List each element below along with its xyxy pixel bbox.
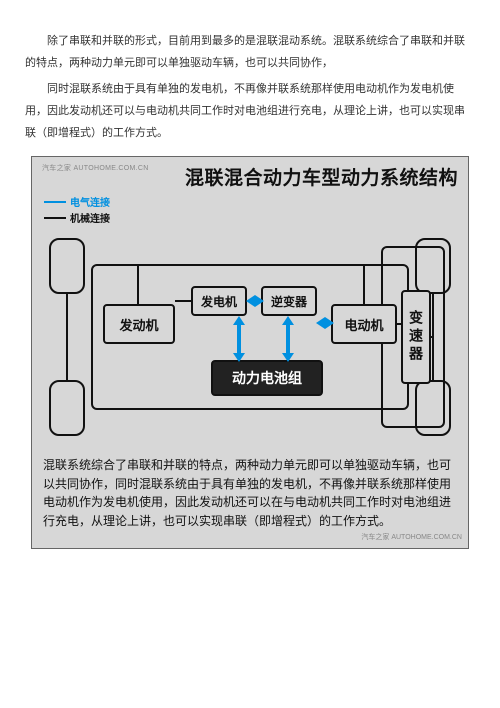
- inverter-box: 逆变器: [261, 286, 317, 316]
- watermark-bottom: 汽车之家 AUTOHOME.COM.CN: [32, 532, 468, 542]
- paragraph-2: 同时混联系统由于具有单独的发电机，不再像并联系统那样使用电动机作为发电机使用，因…: [25, 78, 475, 144]
- wheel-tl: [49, 238, 85, 294]
- legend-label-electrical: 电气连接: [70, 194, 110, 209]
- link-engine-gen: [175, 300, 191, 302]
- arrow-inverter-battery: [282, 316, 294, 362]
- link-engine-top: [137, 266, 139, 304]
- link-motor-top: [363, 266, 365, 304]
- motor-label: 电动机: [344, 315, 383, 334]
- axle-left: [66, 294, 68, 380]
- transmission-label: 变速器: [406, 310, 426, 364]
- paragraph-1: 除了串联和并联的形式，目前用到最多的是混联混动系统。混联系统综合了串联和并联的特…: [25, 30, 475, 74]
- wheel-bl: [49, 380, 85, 436]
- inverter-label: 逆变器: [271, 293, 307, 310]
- link-trans-axle: [431, 336, 433, 338]
- figure-caption: 混联系统综合了串联和并联的特点，两种动力单元即可以单独驱动车辆，也可以共同协作，…: [43, 456, 457, 530]
- engine-box: 发动机: [103, 304, 175, 344]
- generator-label: 发电机: [201, 293, 237, 310]
- engine-label: 发动机: [119, 315, 158, 334]
- figure-hybrid-system: 汽车之家 AUTOHOME.COM.CN 混联混合动力车型动力系统结构 电气连接…: [31, 156, 469, 549]
- generator-box: 发电机: [191, 286, 247, 316]
- legend: 电气连接 机械连接: [32, 192, 468, 232]
- legend-label-mechanical: 机械连接: [70, 210, 110, 225]
- battery-box: 动力电池组: [211, 360, 323, 396]
- legend-swatch-electrical: [44, 201, 66, 203]
- arrow-gen-battery: [233, 316, 245, 362]
- transmission-box: 变速器: [401, 290, 431, 384]
- diagram: 发动机 发电机 逆变器 电动机 变速器 动力电池组: [43, 232, 457, 442]
- arrow-gen-inverter: [246, 295, 264, 307]
- figure-title: 混联混合动力车型动力系统结构: [185, 163, 458, 190]
- watermark-top: 汽车之家 AUTOHOME.COM.CN: [42, 163, 149, 173]
- motor-box: 电动机: [331, 304, 397, 344]
- link-motor-trans: [397, 323, 403, 325]
- battery-label: 动力电池组: [232, 368, 302, 388]
- legend-swatch-mechanical: [44, 217, 66, 219]
- arrow-inverter-motor: [316, 317, 334, 329]
